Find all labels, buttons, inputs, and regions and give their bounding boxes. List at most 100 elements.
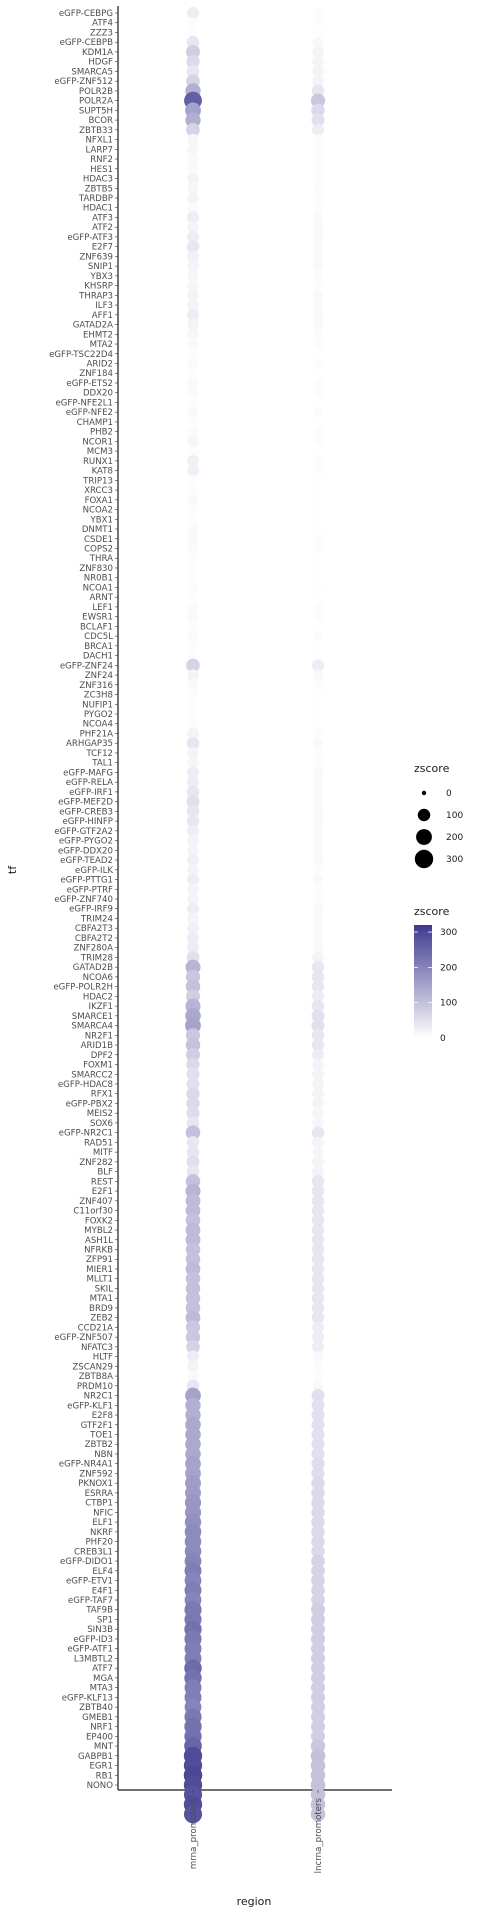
data-point — [187, 844, 199, 857]
y-tick-label: NFXL1 — [85, 136, 113, 146]
y-tick-label: NCOA4 — [83, 720, 113, 730]
data-point — [312, 65, 324, 78]
data-point — [310, 93, 326, 108]
y-tick-label: SMARCC2 — [71, 1070, 113, 1080]
y-tick-label: ATF3 — [92, 213, 113, 223]
data-point — [311, 1340, 325, 1353]
data-point — [312, 815, 324, 827]
y-tick-label: GATAD2A — [73, 321, 113, 331]
y-tick-label: eGFP-NR2C1 — [59, 1129, 113, 1139]
y-tick-label: eGFP-DIDO1 — [60, 1557, 113, 1567]
color-legend-label: 100 — [440, 999, 457, 1009]
y-tick-label: L3MBTL2 — [74, 1654, 113, 1664]
data-point — [312, 163, 324, 174]
data-point — [187, 630, 199, 642]
data-point — [187, 348, 199, 359]
data-point — [186, 1350, 200, 1363]
data-point — [311, 1457, 325, 1471]
y-tick-label: POLR2A — [79, 97, 113, 107]
y-tick-label: ZNF830 — [79, 564, 113, 574]
data-point — [312, 377, 324, 389]
y-tick-label: eGFP-NFE2 — [66, 408, 113, 418]
y-tick-label: eGFP-NFE2L1 — [55, 398, 113, 408]
data-point — [187, 445, 199, 457]
data-point — [186, 1077, 200, 1091]
y-tick-label: E4F1 — [92, 1586, 113, 1596]
y-tick-label: SMARCE1 — [72, 1012, 113, 1022]
y-tick-label: eGFP-ETS2 — [66, 379, 113, 389]
data-point — [186, 211, 200, 224]
y-tick-label: BRD9 — [89, 1304, 113, 1314]
data-point — [311, 1194, 325, 1208]
data-point — [312, 1087, 324, 1100]
data-point — [312, 192, 324, 204]
data-point — [186, 776, 200, 789]
data-point — [311, 1126, 325, 1139]
y-tick-label: PYGO2 — [84, 710, 113, 720]
data-point — [187, 270, 199, 282]
data-point — [186, 736, 200, 750]
data-point — [311, 1563, 325, 1578]
y-tick-label: eGFP-IRF9 — [69, 905, 113, 915]
data-point — [313, 368, 323, 379]
data-point — [312, 7, 324, 19]
data-point — [313, 27, 323, 38]
data-point — [311, 1622, 325, 1637]
y-tick-label: KDM1A — [82, 48, 113, 58]
data-point — [312, 46, 324, 58]
y-tick-label: SMARCA5 — [71, 67, 113, 77]
data-point — [313, 514, 323, 525]
data-point — [313, 640, 323, 651]
data-point — [186, 1057, 200, 1072]
y-tick-label: EWSR1 — [82, 613, 113, 623]
y-tick-label: YBX3 — [90, 272, 114, 282]
data-point — [312, 893, 324, 905]
data-point — [311, 1515, 325, 1529]
color-bar — [414, 925, 432, 1038]
y-tick-label: MITF — [93, 1148, 113, 1158]
y-tick-label: E2F7 — [92, 243, 113, 253]
data-point — [187, 854, 199, 866]
y-tick-label: eGFP-NR4A1 — [59, 1460, 113, 1470]
y-tick-label: HES1 — [90, 165, 113, 175]
data-point — [312, 17, 324, 28]
data-point — [312, 1156, 324, 1168]
y-tick-label: SMARCA4 — [71, 1022, 113, 1032]
y-tick-label: MGA — [93, 1674, 113, 1684]
data-point — [186, 873, 200, 886]
y-tick-label: DDX20 — [83, 389, 113, 399]
y-tick-label: eGFP-MAFG — [63, 768, 113, 778]
data-point — [187, 747, 199, 759]
y-tick-label: ATF7 — [92, 1664, 113, 1674]
data-point — [187, 318, 199, 331]
data-point — [312, 825, 324, 837]
y-tick-label: THRA — [89, 554, 113, 564]
y-tick-label: ATF4 — [92, 19, 113, 29]
data-point — [311, 1272, 325, 1286]
data-point — [312, 299, 324, 311]
data-point — [187, 426, 199, 438]
y-tick-label: RB1 — [96, 1771, 113, 1781]
data-point — [186, 658, 200, 673]
data-point — [311, 1466, 325, 1481]
data-point — [187, 591, 199, 603]
data-point — [187, 689, 199, 700]
y-tick-label: SP1 — [97, 1615, 113, 1625]
data-point — [186, 902, 200, 915]
data-point — [187, 679, 199, 691]
data-point — [187, 582, 199, 593]
data-point — [311, 1583, 325, 1598]
y-tick-label: eGFP-GTF2A2 — [54, 827, 113, 837]
data-point — [313, 504, 323, 515]
y-tick-label: EP400 — [86, 1732, 113, 1742]
color-legend-label: 300 — [440, 928, 457, 938]
data-point — [311, 84, 325, 98]
data-point — [186, 941, 200, 954]
data-point — [311, 1418, 325, 1432]
data-point — [187, 562, 199, 574]
y-tick-label: HDAC3 — [83, 175, 113, 185]
data-point — [186, 1096, 200, 1111]
data-point — [311, 1534, 325, 1549]
data-point — [311, 1175, 325, 1188]
y-tick-label: ZBTB40 — [79, 1703, 113, 1713]
